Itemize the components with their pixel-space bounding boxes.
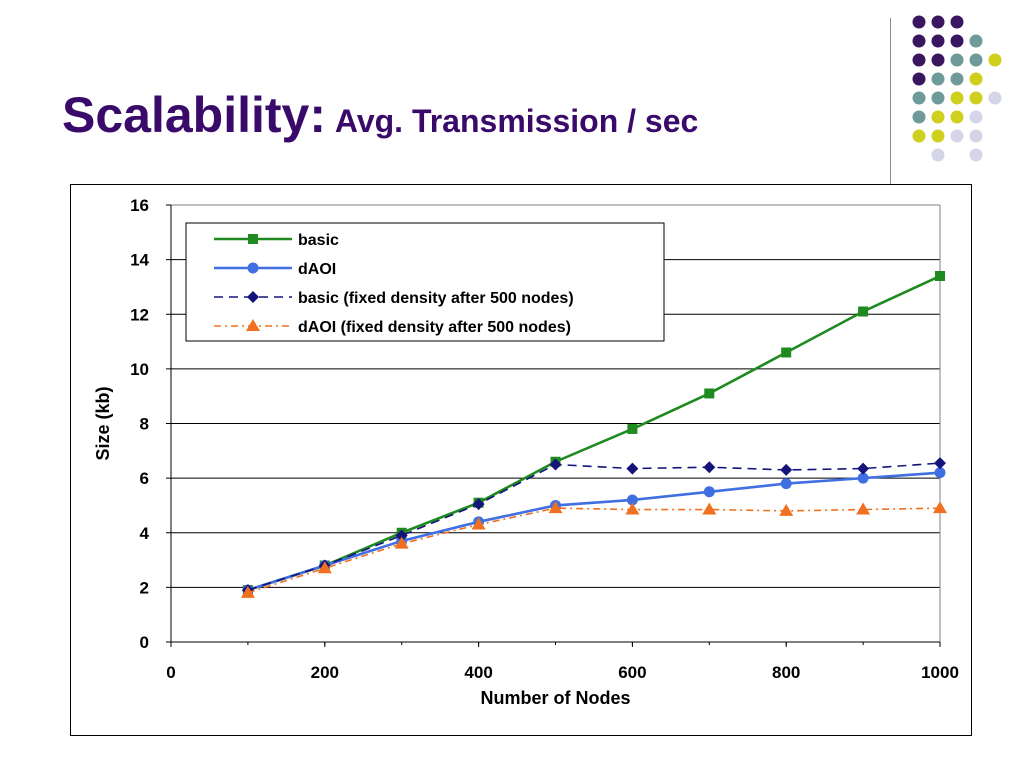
decor-dot	[988, 91, 1002, 105]
decor-dot	[969, 53, 983, 67]
x-axis-label: Number of Nodes	[480, 688, 630, 708]
decor-dot	[931, 15, 945, 29]
decor-dot	[969, 91, 983, 105]
decor-dot	[969, 129, 983, 143]
series-1-point	[626, 494, 638, 506]
x-tick-label: 1000	[921, 663, 959, 682]
series-3-point	[702, 502, 717, 515]
decor-dot	[950, 34, 964, 48]
legend-marker-3	[246, 319, 260, 331]
decor-dot	[912, 110, 926, 124]
legend-marker-0	[248, 234, 258, 244]
decor-dot	[950, 15, 964, 29]
y-tick-label: 2	[140, 578, 149, 597]
series-2-point	[395, 529, 408, 542]
x-tick-label: 800	[772, 663, 800, 682]
decor-dot	[912, 15, 926, 29]
series-2-point	[780, 463, 793, 476]
decor-dot	[931, 91, 945, 105]
series-2-point	[703, 461, 716, 474]
decor-dot	[912, 72, 926, 86]
slide-title: Scalability: Avg. Transmission / sec	[62, 86, 698, 144]
y-tick-label: 0	[140, 633, 149, 652]
series-line-1	[247, 471, 941, 592]
series-1-point	[857, 472, 869, 484]
legend-label-1: dAOI	[298, 261, 336, 278]
decor-dot	[950, 129, 964, 143]
series-line-2	[247, 462, 941, 591]
x-tick-label: 400	[464, 663, 492, 682]
line-chart: 0 2 4 6 8 10 12 14 16 0 200 400 600 800 1000 Number of …	[93, 196, 959, 708]
series-0-point	[858, 306, 869, 317]
series-3-point	[548, 501, 563, 514]
decor-dot	[988, 53, 1002, 67]
slide-title-main: Scalability:	[62, 87, 326, 143]
x-tick-label: 600	[618, 663, 646, 682]
series-2-point	[472, 498, 485, 511]
series-3-point	[933, 501, 947, 514]
y-tick-label: 4	[140, 524, 150, 543]
y-tick-label: 10	[130, 360, 149, 379]
series-3-point	[625, 502, 640, 515]
series-3-point	[317, 561, 332, 574]
series-3-point	[394, 536, 409, 549]
legend-label-2: basic (fixed density after 500 nodes)	[298, 290, 574, 307]
legend-marker-2	[247, 291, 259, 303]
legend-label-0: basic	[298, 232, 339, 249]
series-2-point	[626, 462, 639, 475]
series-0-point	[627, 423, 638, 434]
x-tick-label: 0	[166, 663, 175, 682]
decor-dot	[969, 72, 983, 86]
series-3-point	[856, 502, 871, 515]
series-line-3	[247, 507, 941, 594]
series-line-0	[247, 274, 941, 592]
series-3-point	[240, 585, 255, 598]
y-tick-label: 8	[140, 415, 149, 434]
legend-box	[185, 222, 665, 342]
decor-dot	[931, 34, 945, 48]
decor-dot	[912, 34, 926, 48]
decor-dot	[950, 53, 964, 67]
series-2-point	[549, 458, 562, 471]
decor-dot	[912, 91, 926, 105]
y-tick-label: 16	[130, 196, 149, 215]
series-1-point	[934, 467, 946, 479]
y-axis-label: Size (kb)	[93, 386, 113, 460]
series-2-point	[857, 462, 870, 475]
series-0-point	[935, 271, 945, 282]
decor-dot	[912, 53, 926, 67]
decorative-dot-grid	[912, 15, 1002, 162]
legend-marker-1	[247, 262, 259, 274]
slide-title-sub: Avg. Transmission / sec	[334, 103, 699, 139]
y-tick-label: 6	[140, 469, 149, 488]
decor-dot	[969, 110, 983, 124]
title-divider	[890, 18, 891, 186]
chart-frame: 0 2 4 6 8 10 12 14 16 0 200 400 600 800 1000 Number of …	[70, 184, 972, 736]
series-1-point	[780, 478, 792, 490]
series-3-point	[779, 503, 794, 516]
decor-dot	[931, 129, 945, 143]
y-tick-label: 12	[130, 305, 149, 324]
series-0-point	[704, 388, 715, 399]
decor-dot	[969, 148, 983, 162]
series-0-point	[781, 347, 792, 358]
legend-label-3: dAOI (fixed density after 500 nodes)	[298, 319, 571, 336]
decor-dot	[950, 110, 964, 124]
chart-legend: basic dAOI basic (fixed density after 500 …	[185, 222, 665, 342]
decor-dot	[950, 72, 964, 86]
series-3-point	[471, 517, 486, 530]
decor-dot	[931, 148, 945, 162]
series-1-point	[703, 486, 715, 498]
series-2-point	[934, 457, 946, 470]
decor-dot	[931, 72, 945, 86]
decor-dot	[969, 34, 983, 48]
decor-dot	[950, 91, 964, 105]
y-tick-label: 14	[130, 251, 149, 270]
decor-dot	[912, 129, 926, 143]
x-tick-label: 200	[311, 663, 339, 682]
decor-dot	[931, 110, 945, 124]
decor-dot	[931, 53, 945, 67]
